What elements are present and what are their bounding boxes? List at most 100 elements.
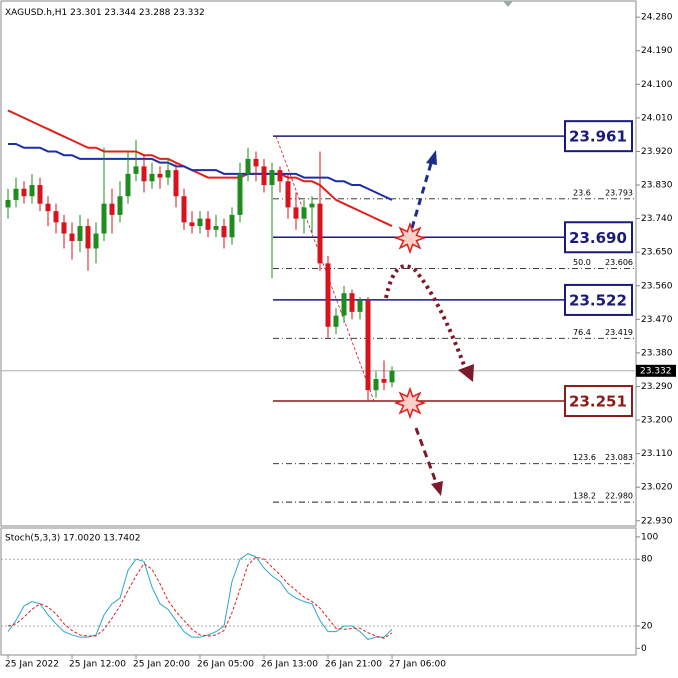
candle-body [37, 185, 43, 204]
indicator-panel [0, 527, 637, 656]
candle-body [61, 222, 67, 234]
x-tick-label: 25 Jan 20:00 [133, 660, 190, 670]
candle-body [157, 173, 163, 178]
current-price-label: 23.332 [640, 366, 672, 376]
candle-body [325, 263, 331, 327]
y-tick-label: 23.650 [641, 248, 673, 258]
candle-body [85, 226, 91, 249]
candle-body [229, 214, 235, 238]
candle-body [189, 222, 195, 227]
candle-body [133, 166, 139, 174]
main-panel [0, 0, 637, 527]
arrowhead [426, 150, 437, 165]
candle-body [301, 207, 307, 219]
candle-body [237, 173, 243, 215]
fib-ratio: 76.4 [573, 328, 591, 337]
candle-body [277, 170, 283, 182]
symbol-header: XAGUSD.h,H1 23.301 23.344 23.288 23.332 [5, 8, 205, 18]
candle-body [109, 203, 115, 215]
candle-body [349, 293, 355, 312]
fib-ratio: 138.2 [573, 492, 596, 501]
indicator-y-tick-label: 100 [641, 532, 658, 542]
candle-body [205, 218, 211, 230]
annotation-arrows [384, 150, 474, 496]
level-label: 23.251 [569, 393, 627, 411]
fib-ratio: 123.6 [573, 453, 596, 462]
candle-body [21, 188, 27, 197]
y-tick-label: 24.190 [641, 46, 673, 56]
starburst [393, 221, 427, 255]
candle-body [45, 203, 51, 212]
candle-body [357, 300, 363, 312]
candle-body [317, 203, 323, 264]
candle-body [125, 173, 131, 197]
symbol: XAGUSD.h,H1 [5, 8, 67, 18]
indicator-line [7, 556, 393, 639]
candle-body [149, 173, 155, 182]
y-tick-label: 24.280 [641, 13, 673, 23]
arrowhead [458, 364, 474, 382]
x-tick-label: 26 Jan 13:00 [261, 660, 318, 670]
candle-body [285, 181, 291, 208]
y-tick-label: 23.920 [641, 147, 673, 157]
x-tick-label: 27 Jan 06:00 [389, 660, 446, 670]
indicator-title: Stoch(5,3,3) 17.0020 13.7402 [5, 534, 140, 544]
fib-connector [275, 136, 375, 402]
candle-body [365, 300, 371, 391]
candle-body [269, 170, 275, 186]
close: 23.332 [173, 8, 205, 18]
low: 23.288 [139, 8, 171, 18]
candle-body [93, 233, 99, 249]
y-tick-label: 23.020 [641, 483, 673, 493]
open: 23.301 [70, 8, 102, 18]
candle-body [253, 158, 259, 167]
candle-body [181, 196, 187, 223]
candle-body [53, 211, 59, 223]
candle-body [197, 218, 203, 227]
level-box [564, 283, 633, 316]
level-box [564, 221, 633, 254]
candle-body [333, 315, 339, 327]
y-tick-label: 22.930 [641, 516, 673, 526]
arrow-down [414, 427, 439, 486]
y-tick-label: 24.010 [641, 113, 673, 123]
candle-body [341, 293, 347, 316]
y-tick-label: 24.100 [641, 80, 673, 90]
candle-body [173, 170, 179, 197]
candle-body [293, 207, 299, 219]
candle-body [5, 199, 11, 208]
level-box [564, 385, 633, 418]
y-tick-label: 23.560 [641, 281, 673, 291]
x-tick-label: 25 Jan 2022 [5, 660, 59, 670]
candle-body [373, 379, 379, 391]
candle-body [141, 166, 147, 182]
moving-average [8, 142, 393, 201]
level-label: 23.690 [569, 229, 627, 247]
candle-body [13, 188, 19, 200]
candle-body [77, 226, 83, 241]
fib-price: 23.793 [605, 188, 633, 197]
candle-body [117, 196, 123, 215]
moving-average [7, 109, 393, 227]
y-tick-label: 23.290 [641, 382, 673, 392]
indicator-y-tick-label: 80 [641, 555, 653, 565]
level-box [564, 120, 633, 153]
indicator-y-tick-label: 20 [641, 622, 653, 632]
shift-marker [503, 1, 513, 7]
candle-body [101, 203, 107, 234]
indicator-line [7, 553, 393, 640]
candle-body [309, 203, 315, 208]
candle-body [29, 185, 35, 197]
arrowhead [431, 481, 443, 496]
candle-body [381, 379, 387, 383]
candle-body [213, 226, 219, 230]
fib-ratio: 50.0 [573, 258, 591, 267]
fib-ratio: 23.6 [573, 188, 591, 197]
starburst [393, 386, 427, 420]
y-tick-label: 23.200 [641, 416, 673, 426]
fib-price: 23.419 [605, 328, 633, 337]
candle-body [221, 226, 227, 238]
fib-price: 22.980 [605, 492, 633, 501]
